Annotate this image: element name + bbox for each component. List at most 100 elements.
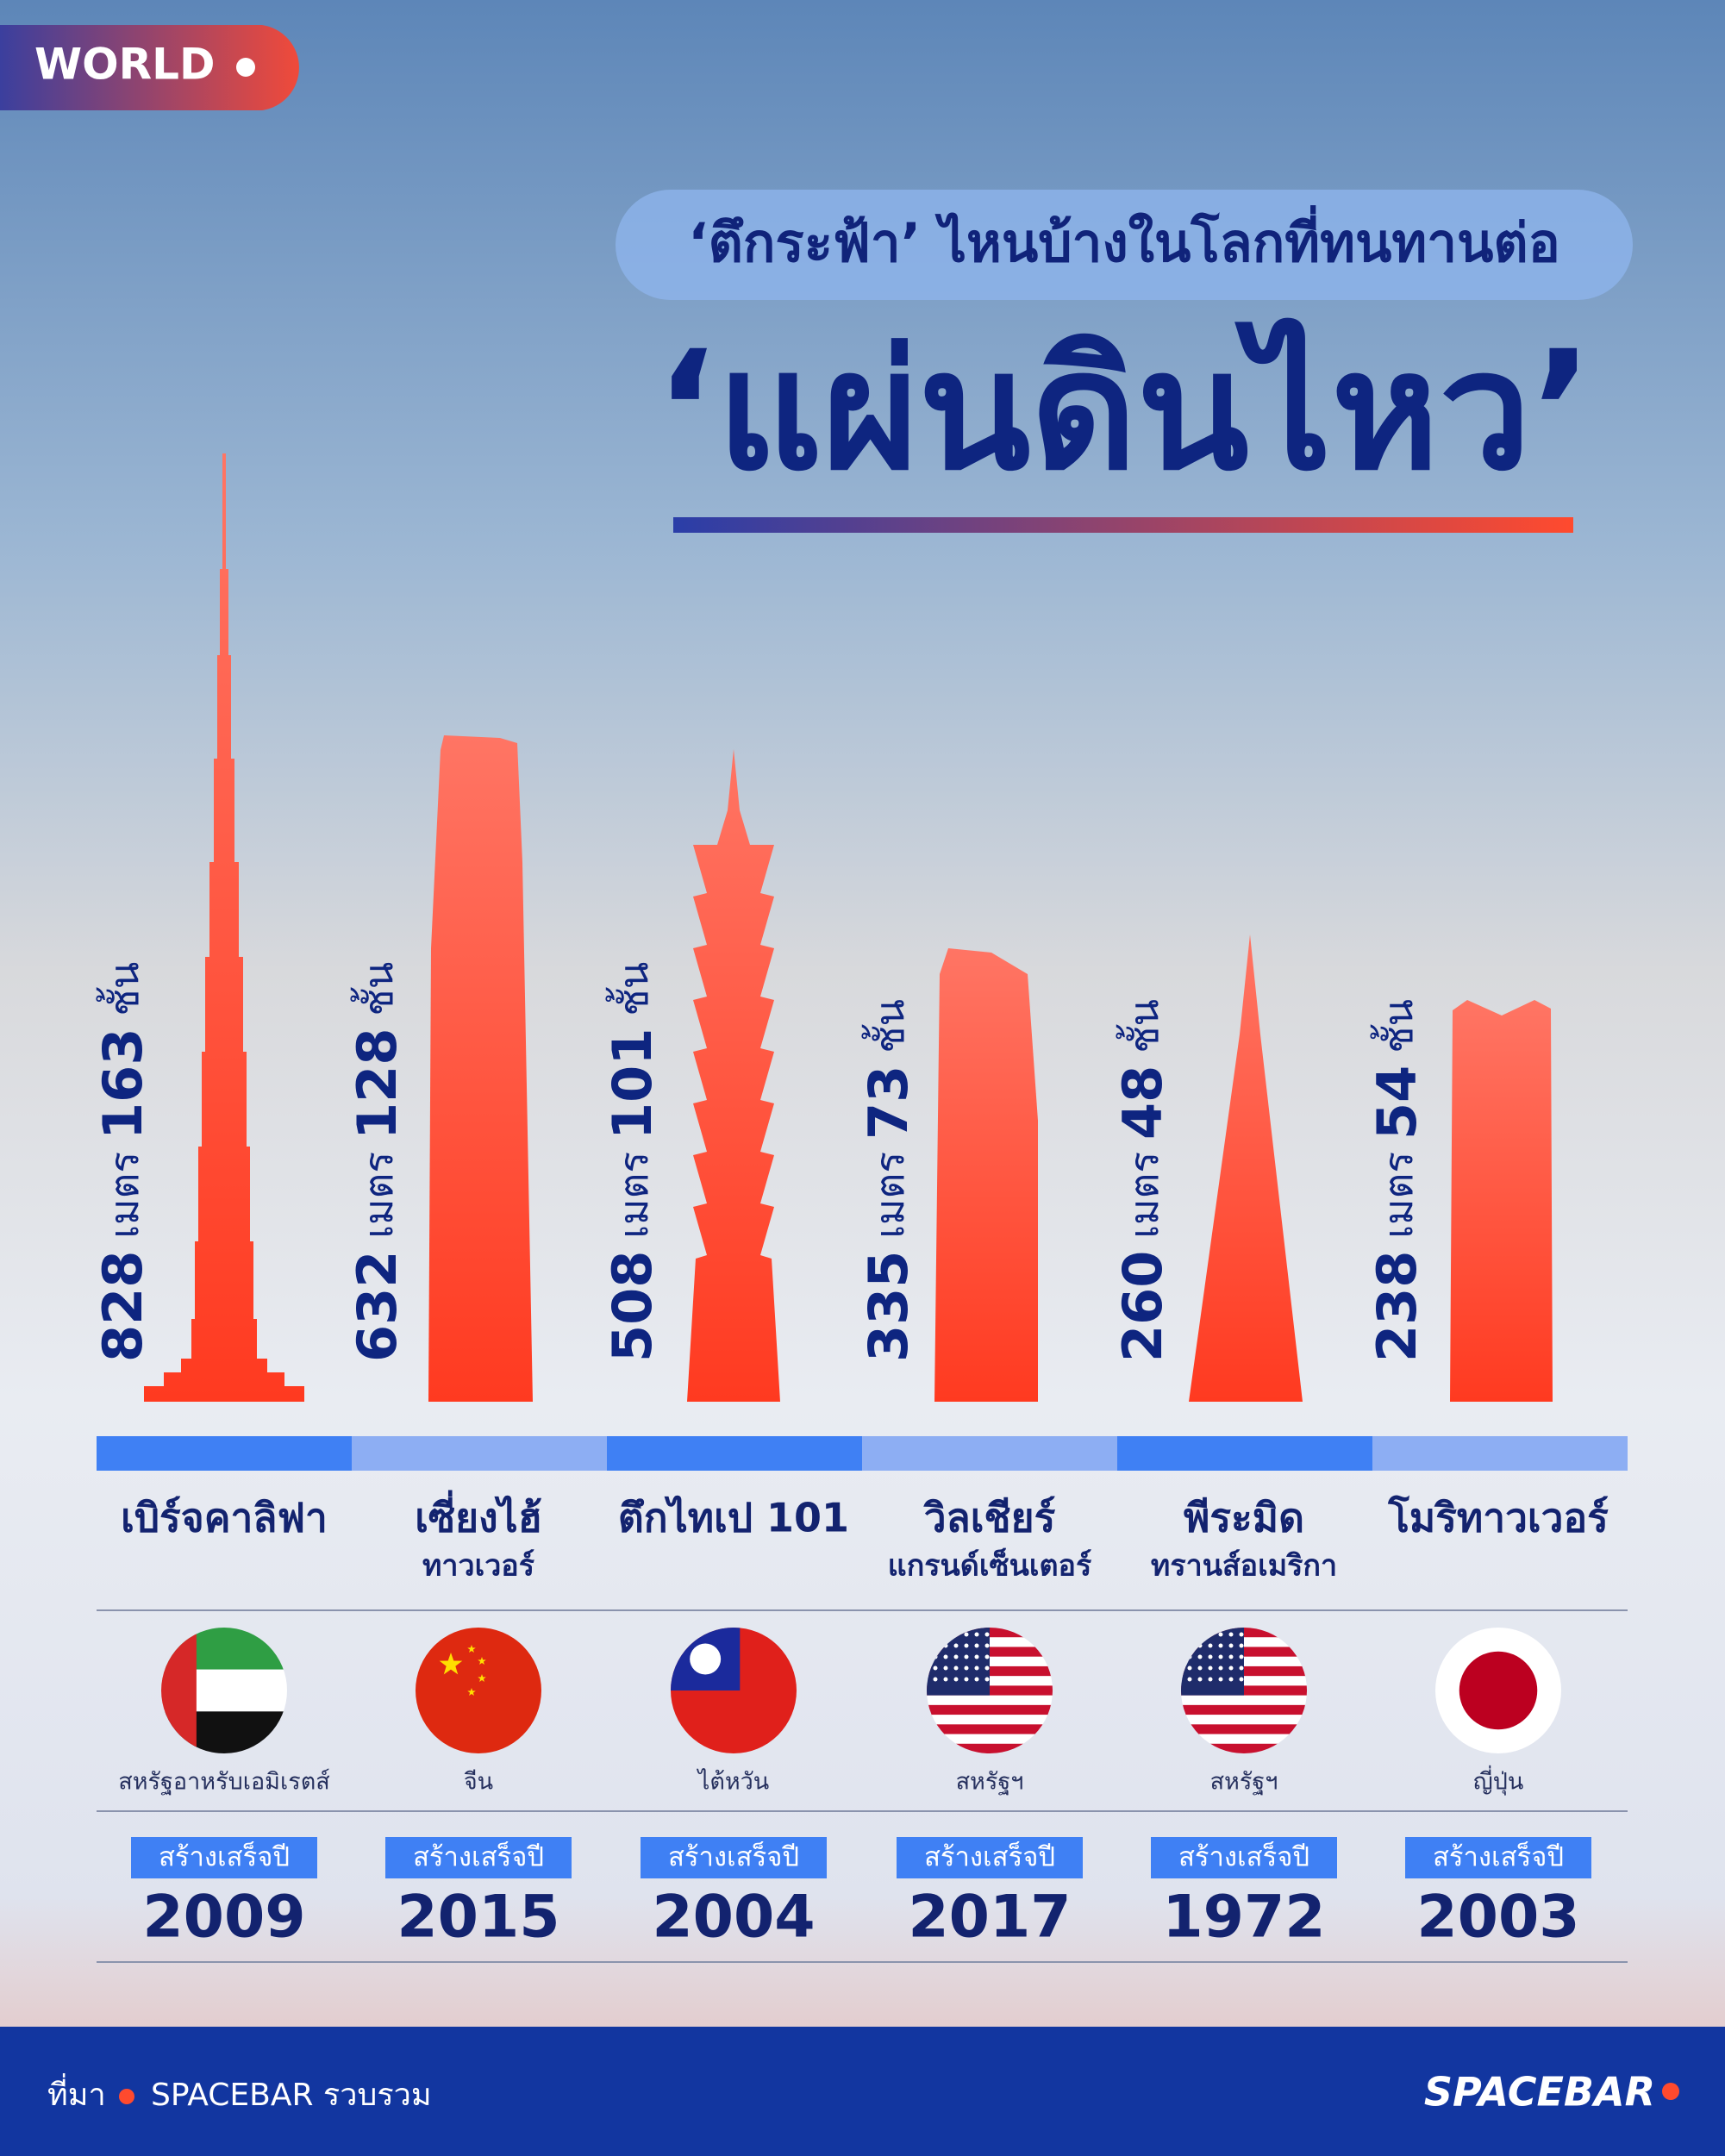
flag-part xyxy=(927,1704,1053,1715)
flag-star xyxy=(984,1654,990,1659)
flag-star xyxy=(439,1653,463,1675)
flag-star xyxy=(1187,1677,1192,1682)
height-part: เมตร xyxy=(866,1152,913,1239)
flag-star xyxy=(984,1643,990,1648)
height-part: 54 xyxy=(1366,1066,1428,1140)
building-column: 508 เมตร 101 ชั้นตึกไทเป 101 ไต้หวันสร้างเสร… xyxy=(601,749,862,1952)
flag-star xyxy=(478,1674,486,1683)
year: 1972 xyxy=(1162,1884,1325,1952)
brand: SPACEBAR xyxy=(1424,2069,1655,2115)
title-pill xyxy=(616,190,1633,300)
flag-star xyxy=(964,1643,969,1648)
building-name: ตึกไทเป 101 xyxy=(618,1495,849,1541)
height-label: 632 เมตร 128 ชั้น xyxy=(346,962,409,1362)
flag-part xyxy=(1181,1743,1307,1753)
height-label: 335 เมตร 73 ชั้น xyxy=(857,999,920,1362)
built-box xyxy=(131,1837,317,1878)
flag xyxy=(161,1628,287,1753)
flag-disc xyxy=(1459,1651,1538,1730)
flag-star xyxy=(974,1665,979,1671)
country: สหรัฐฯ xyxy=(1210,1769,1278,1796)
flag-star xyxy=(1208,1654,1213,1659)
flag-part xyxy=(416,1628,541,1753)
title-line2: ‘แผ่นดินไหว’ xyxy=(655,316,1594,506)
height-part: 828 xyxy=(91,1251,154,1362)
flag-part xyxy=(927,1743,1053,1753)
flag-star xyxy=(1197,1677,1203,1682)
flag-star xyxy=(964,1654,969,1659)
height-part: 238 xyxy=(1366,1251,1428,1362)
flag-part xyxy=(1181,1734,1307,1745)
column-strip xyxy=(97,1436,352,1471)
built-label: สร้างเสร็จปี xyxy=(159,1841,290,1873)
flag-star xyxy=(1239,1665,1244,1671)
height-part: ชั้น xyxy=(350,962,402,1016)
height-part: เมตร xyxy=(610,1152,657,1239)
flag-part xyxy=(1181,1695,1307,1706)
flag-star xyxy=(1208,1677,1213,1682)
flag-star xyxy=(1228,1677,1234,1682)
year: 2015 xyxy=(397,1884,559,1952)
flag-star xyxy=(1218,1654,1223,1659)
country: ญี่ปุ่น xyxy=(1473,1765,1524,1797)
country: สหรัฐฯ xyxy=(956,1769,1024,1796)
flag-star xyxy=(964,1632,969,1637)
building-shape xyxy=(687,749,780,1402)
flag-star xyxy=(1197,1665,1203,1671)
flag xyxy=(416,1628,541,1753)
height-part: ชั้น xyxy=(1116,999,1167,1053)
country: ไต้หวัน xyxy=(697,1769,770,1796)
built-label: สร้างเสร็จปี xyxy=(924,1841,1055,1873)
flag-part xyxy=(1181,1704,1307,1715)
building-shape xyxy=(934,948,1038,1402)
height-label: 508 เมตร 101 ชั้น xyxy=(601,962,664,1362)
flag-star xyxy=(1208,1643,1213,1648)
building-name: ทาวเวอร์ xyxy=(422,1549,535,1584)
building-column: 632 เมตร 128 ชั้นเซี่ยงไฮ้ทาวเวอร์จีนสร้างเ… xyxy=(346,735,607,1952)
building-shape xyxy=(428,735,533,1402)
flag-star xyxy=(974,1677,979,1682)
flag-part xyxy=(1181,1715,1307,1725)
built-box xyxy=(385,1837,572,1878)
flag-star xyxy=(1239,1677,1244,1682)
flag-part xyxy=(1181,1724,1307,1735)
building-shape xyxy=(1450,1000,1553,1402)
column-strip xyxy=(1117,1436,1372,1471)
flag-star xyxy=(943,1665,948,1671)
source-text: SPACEBAR รวบรวม xyxy=(151,2078,432,2113)
flag-star xyxy=(467,1645,476,1653)
height-part: 508 xyxy=(601,1251,664,1362)
flag-star xyxy=(933,1677,938,1682)
column-strip xyxy=(607,1436,862,1471)
flag-star xyxy=(467,1688,476,1697)
height-part: เมตร xyxy=(355,1152,402,1239)
brand-dot xyxy=(1662,2083,1679,2100)
column-strip xyxy=(1372,1436,1628,1471)
flag-star xyxy=(1197,1654,1203,1659)
flag-star xyxy=(953,1677,959,1682)
flag-star xyxy=(1239,1632,1244,1637)
building-shape xyxy=(1189,934,1303,1402)
flag-star xyxy=(1228,1643,1234,1648)
height-part: 260 xyxy=(1111,1251,1174,1362)
flag-part xyxy=(927,1715,1053,1725)
building-shape xyxy=(144,453,304,1402)
building-column: 335 เมตร 73 ชั้นวิลเชียร์แกรนด์เซ็นเตอร์สหร… xyxy=(857,948,1117,1952)
title-underline xyxy=(673,517,1573,533)
flag-star xyxy=(478,1657,486,1665)
flag xyxy=(1435,1628,1561,1753)
flag-star xyxy=(1208,1665,1213,1671)
flag-star xyxy=(1239,1643,1244,1648)
height-part: 73 xyxy=(857,1066,920,1140)
flag-star xyxy=(953,1654,959,1659)
flag-star xyxy=(974,1654,979,1659)
source-label: ที่มา xyxy=(47,2073,106,2113)
flag-star xyxy=(1228,1665,1234,1671)
year: 2003 xyxy=(1416,1884,1579,1952)
flag-sun xyxy=(690,1643,722,1675)
flag-star xyxy=(1239,1654,1244,1659)
source-dot xyxy=(119,2089,134,2104)
flag xyxy=(671,1628,797,1753)
